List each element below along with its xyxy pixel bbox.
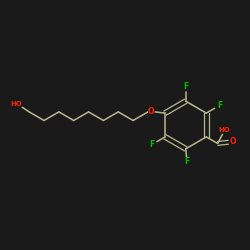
- Text: HO: HO: [218, 127, 230, 133]
- Text: F: F: [184, 158, 190, 166]
- Text: O: O: [148, 107, 154, 116]
- Text: F: F: [217, 102, 222, 110]
- Text: F: F: [183, 82, 188, 91]
- Text: O: O: [230, 137, 236, 146]
- Text: F: F: [149, 140, 154, 148]
- Text: HO: HO: [10, 101, 22, 107]
